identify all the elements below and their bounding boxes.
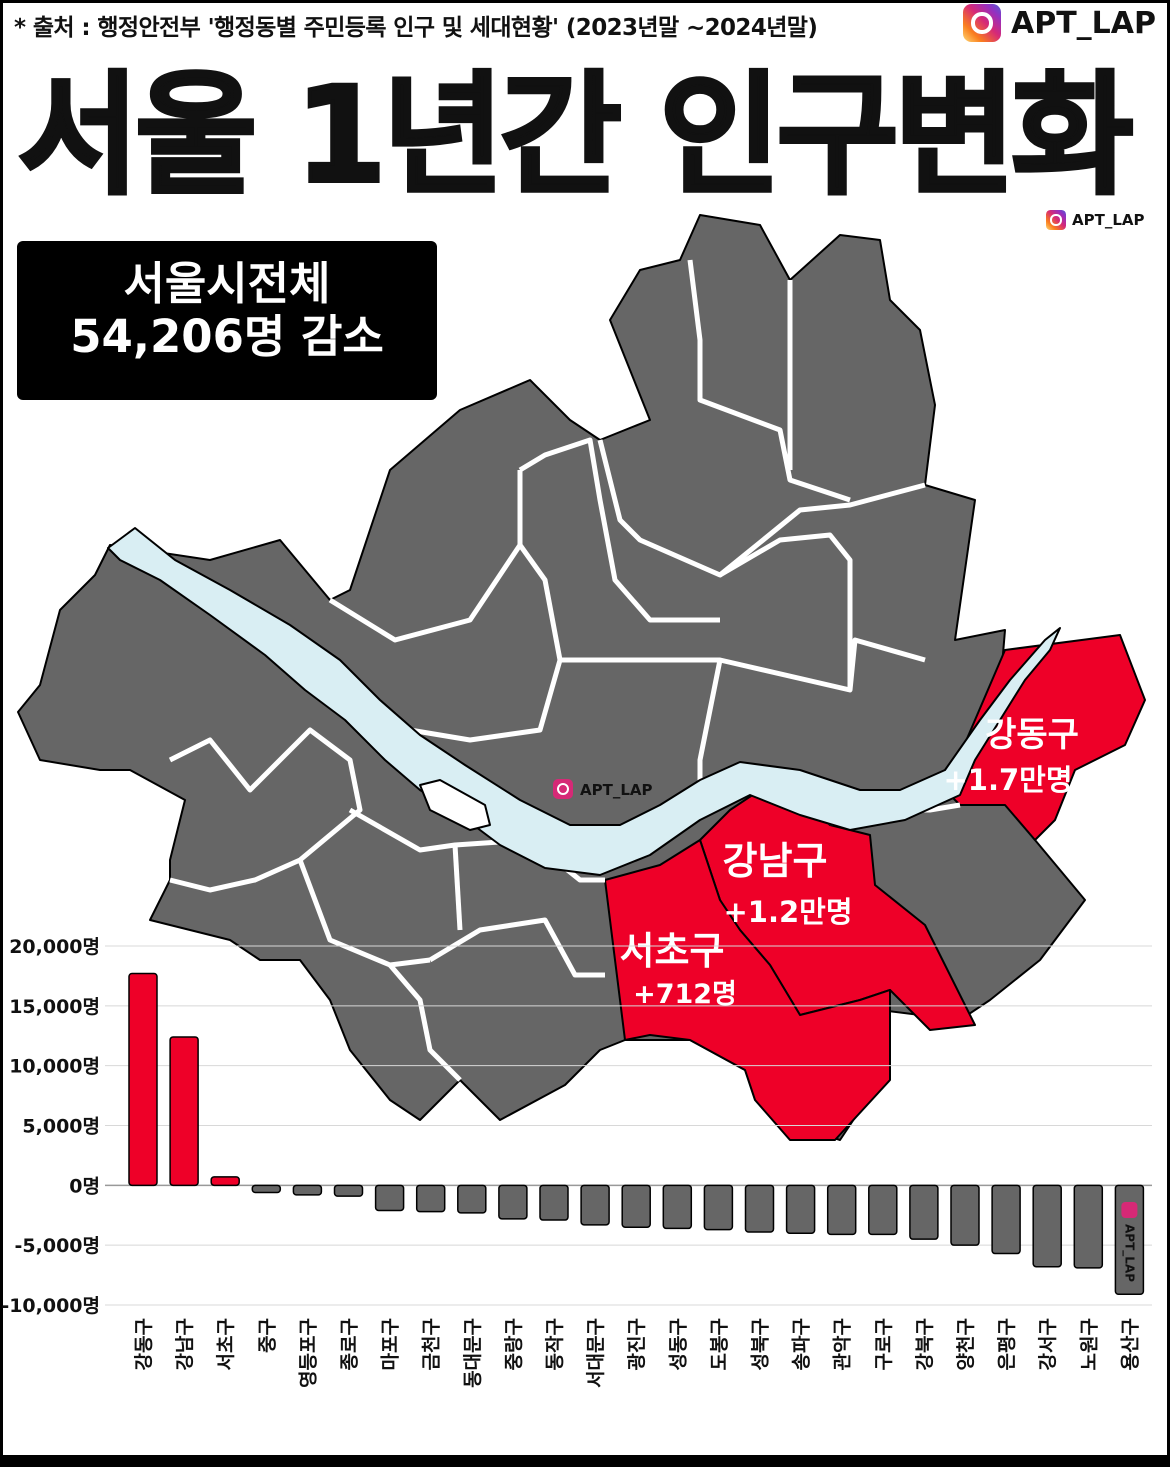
bar: [662, 1184, 693, 1230]
page-title: 서울 1년간 인구변화: [16, 59, 1135, 213]
bar: [785, 1184, 816, 1234]
x-tick-label: 강동구: [133, 1318, 155, 1370]
x-tick-label: 중구: [256, 1318, 278, 1353]
instagram-icon: [553, 779, 573, 799]
x-tick-label: 강북구: [914, 1318, 936, 1370]
instagram-icon: [963, 4, 1001, 42]
instagram-icon: [1046, 210, 1066, 230]
map-labels: 강동구 +1.7만명 강남구 +1.2만명 서초구 +712명: [620, 715, 1079, 1010]
map-label-gangdong-name: 강동구: [985, 715, 1079, 755]
y-tick-label: -5,000명: [15, 1235, 100, 1257]
bar: [169, 1036, 199, 1187]
x-tick-label: 용산구: [1119, 1318, 1141, 1370]
x-tick-label: 강서구: [1037, 1318, 1059, 1370]
map-label-gangdong-value: +1.7만명: [943, 763, 1072, 797]
bar: [868, 1184, 898, 1236]
summary-line2: 54,206명 감소: [70, 310, 384, 364]
x-tick-label: 도봉구: [708, 1318, 730, 1370]
map-district-gangdong: [944, 634, 1146, 841]
x-tick-label: 동대문구: [462, 1318, 484, 1388]
bar: [457, 1184, 487, 1214]
x-tick-label: 송파구: [791, 1318, 813, 1370]
bar: [415, 1184, 446, 1213]
bar: [539, 1184, 569, 1221]
bar: [580, 1184, 610, 1226]
instagram-icon: [1121, 1202, 1138, 1218]
source-note: * 출처 : 행정안전부 '행정동별 주민등록 인구 및 세대현황' (2023…: [14, 15, 818, 41]
x-tick-label: 노원구: [1078, 1318, 1100, 1370]
x-tick-label: 동작구: [544, 1318, 566, 1370]
x-tick-label: 광진구: [626, 1318, 648, 1370]
x-tick-label: 양천구: [955, 1318, 977, 1370]
x-tick-label: 성동구: [667, 1318, 689, 1370]
map-label-seocho-value: +712명: [633, 979, 737, 1010]
bar: [744, 1184, 775, 1233]
x-tick-label: 중랑구: [503, 1318, 525, 1370]
instagram-icon-lens: [557, 783, 569, 795]
y-tick-label: 10,000명: [9, 1056, 100, 1078]
map-label-gangnam-name: 강남구: [723, 839, 828, 883]
x-tick-label: 영등포구: [297, 1318, 319, 1388]
bar-chart: 20,000명 15,000명 10,000명 5,000명 0명 -5,000명 -10,…: [1, 936, 1152, 1388]
summary-line1: 서울시전체: [123, 257, 331, 310]
x-tick-label: 종로구: [339, 1318, 361, 1370]
bar: [333, 1184, 364, 1197]
seoul-map: [17, 214, 1146, 1141]
bar: [703, 1184, 734, 1231]
map-district-seocho: [604, 839, 891, 1141]
map-watermark: APT_LAP: [553, 779, 653, 799]
x-tick-label: 관악구: [832, 1318, 854, 1370]
y-tick-label: 5,000명: [22, 1116, 100, 1138]
bar: [1032, 1184, 1062, 1268]
x-tick-label: 마포구: [380, 1318, 402, 1370]
map-label-gangnam-value: +1.2만명: [723, 895, 852, 929]
brand-label: APT_LAP: [1011, 5, 1156, 41]
y-tick-label: 0명: [69, 1175, 100, 1197]
y-tick-label: -10,000명: [1, 1295, 100, 1317]
brand-watermark-label: APT_LAP: [1072, 211, 1145, 229]
brand-header[interactable]: APT_LAP: [963, 4, 1156, 42]
y-tick-label: 20,000명: [9, 936, 100, 958]
x-tick-label: 구로구: [873, 1318, 895, 1370]
bar: [210, 1176, 240, 1187]
bar: [991, 1184, 1021, 1255]
brand-watermark: APT_LAP: [1046, 210, 1145, 230]
bar: [128, 972, 158, 1187]
bar: [374, 1184, 405, 1212]
x-tick-label: 성북구: [750, 1318, 772, 1370]
x-tick-label: 서초구: [215, 1318, 237, 1370]
bar: [1073, 1184, 1104, 1269]
map-district-borders: [168, 259, 961, 1082]
x-tick-label: 금천구: [421, 1318, 443, 1370]
map-yeouido: [419, 779, 491, 831]
bar: [292, 1184, 323, 1196]
bar: [621, 1184, 651, 1228]
bar: [251, 1184, 282, 1194]
x-tick-label: 서대문구: [585, 1318, 607, 1388]
summary-box: 서울시전체 54,206명 감소: [17, 241, 437, 400]
bar: [826, 1184, 857, 1236]
bar: [950, 1184, 980, 1246]
map-label-seocho-name: 서초구: [620, 929, 725, 973]
x-tick-label: 강남구: [174, 1318, 196, 1370]
x-tick-label: 은평구: [996, 1318, 1018, 1370]
bar: [909, 1184, 939, 1240]
bar: [498, 1184, 528, 1220]
bar-watermark-label: APT_LAP: [1121, 1224, 1136, 1282]
map-watermark-label: APT_LAP: [580, 781, 653, 799]
map-han-river: [107, 527, 1061, 876]
y-tick-label: 15,000명: [9, 996, 100, 1018]
